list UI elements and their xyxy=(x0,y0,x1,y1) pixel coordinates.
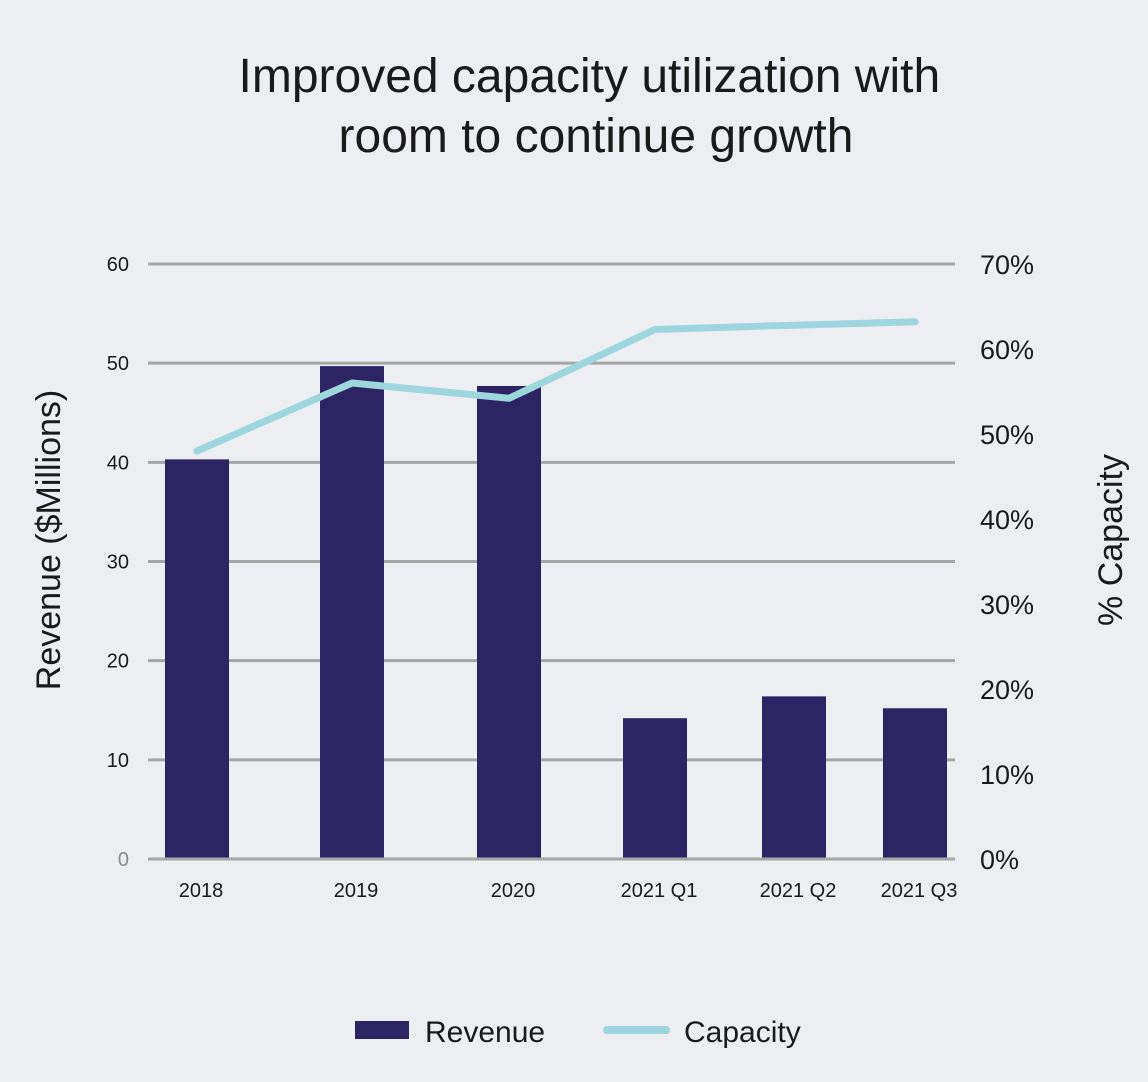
right-tick-label: 60% xyxy=(980,335,1034,365)
left-tick-label: 10 xyxy=(107,750,129,772)
right-axis-ticks: 0% 10% 20% 30% 40% 50% 60% 70% xyxy=(980,250,1034,875)
chart-title: Improved capacity utilization with room … xyxy=(239,50,954,163)
chart-title-line-1: Improved capacity utilization with xyxy=(239,50,941,103)
legend-label-capacity: Capacity xyxy=(684,1016,801,1049)
right-tick-label: 0% xyxy=(980,845,1019,875)
legend: Revenue Capacity xyxy=(355,1016,801,1049)
x-tick-label: 2018 xyxy=(179,880,224,902)
left-tick-label: 0 xyxy=(118,849,129,871)
right-tick-label: 20% xyxy=(980,675,1034,705)
right-tick-label: 50% xyxy=(980,420,1034,450)
left-tick-label: 50 xyxy=(107,353,129,375)
right-tick-label: 70% xyxy=(980,250,1034,280)
revenue-bar xyxy=(477,385,541,859)
x-tick-label: 2021 Q3 xyxy=(881,880,958,902)
revenue-bar xyxy=(165,459,229,859)
x-tick-label: 2019 xyxy=(334,880,379,902)
left-tick-label: 20 xyxy=(107,651,129,673)
revenue-bars xyxy=(165,366,947,859)
capacity-line xyxy=(193,318,919,455)
right-tick-label: 30% xyxy=(980,590,1034,620)
revenue-bar xyxy=(762,696,826,859)
left-axis-ticks: 0 10 20 30 40 50 60 xyxy=(107,254,129,871)
left-axis-label: Revenue ($Millions) xyxy=(30,390,68,690)
revenue-bar xyxy=(883,708,947,859)
chart-title-line-2: room to continue growth xyxy=(339,110,854,163)
right-axis-label: % Capacity xyxy=(1092,454,1130,626)
capacity-line-group xyxy=(193,318,919,455)
legend-label-revenue: Revenue xyxy=(425,1016,545,1049)
x-tick-label: 2020 xyxy=(491,880,536,902)
revenue-bar xyxy=(320,366,384,859)
right-tick-label: 10% xyxy=(980,760,1034,790)
x-tick-label: 2021 Q1 xyxy=(621,880,698,902)
left-tick-label: 40 xyxy=(107,452,129,474)
x-tick-label: 2021 Q2 xyxy=(760,880,837,902)
left-tick-label: 60 xyxy=(107,254,129,276)
legend-swatch-revenue xyxy=(355,1021,409,1039)
left-tick-label: 30 xyxy=(107,552,129,574)
gridlines xyxy=(148,262,955,762)
revenue-bar xyxy=(623,718,687,859)
x-axis-ticks: 2018 2019 2020 2021 Q1 2021 Q2 2021 Q3 xyxy=(179,880,958,902)
right-tick-label: 40% xyxy=(980,505,1034,535)
